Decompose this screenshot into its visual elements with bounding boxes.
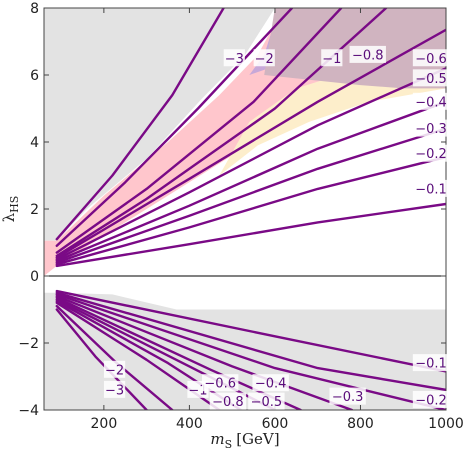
- negative-contour-label-9: −0.1: [415, 357, 447, 372]
- negative-contour-label-0: −3: [105, 383, 124, 398]
- positive-contour-label-bg-7: [412, 119, 450, 137]
- y-tick-label-1: −2: [18, 336, 39, 352]
- negative-contour-label-8: −0.2: [415, 393, 447, 408]
- positive-contour-label-1: −2: [255, 52, 274, 67]
- positive-contour-label-9: −0.1: [415, 182, 447, 197]
- region-excluded-lower: [44, 292, 446, 410]
- x-tick-label-2: 600: [262, 416, 289, 432]
- y-tick-label-0: −4: [18, 403, 39, 419]
- x-tick-label-4: 1000: [428, 416, 463, 432]
- positive-contour-line-5: [55, 67, 446, 261]
- positive-contour-label-bg-0: [223, 49, 245, 67]
- positive-contour-label-bg-8: [412, 144, 450, 162]
- y-tick-label-2: 0: [30, 269, 39, 285]
- x-axis-label-unit: [GeV]: [236, 430, 279, 448]
- negative-contour-label-bg-3: [209, 392, 247, 410]
- negative-contour-label-bg-6: [252, 374, 289, 392]
- positive-contour-line-2: [55, 8, 343, 254]
- y-axis-label: λHS: [0, 196, 21, 223]
- positive-contour-label-bg-6: [412, 92, 450, 110]
- plot-area: [44, 8, 446, 410]
- negative-contour-line-6: [55, 294, 354, 410]
- x-tick-label-0: 200: [91, 416, 118, 432]
- positive-contour-line-6: [55, 100, 446, 263]
- ticks-layer: 200 400 600 800 1000 −4 −2 0 2 4 6 8: [18, 1, 463, 432]
- positive-contour-line-0: [55, 8, 225, 241]
- positive-contour-label-bg-1: [253, 49, 275, 67]
- y-tick-label-4: 4: [30, 135, 39, 151]
- x-tick-label-1: 400: [176, 416, 203, 432]
- positive-contour-line-7: [55, 127, 446, 264]
- region-excluded-upper-left: [44, 8, 275, 241]
- positive-contour-label-bg-4: [412, 49, 450, 67]
- contour-labels-layer: −3 −2 −1 −0.8 −0.6−0.5−0.4−0.3−0.2−0.1−3−2−1…: [103, 45, 450, 410]
- negative-contour-label-bg-4: [201, 374, 239, 392]
- positive-contour-line-8: [55, 155, 446, 266]
- y-tick-label-5: 6: [30, 68, 39, 84]
- positive-contour-label-6: −0.4: [415, 95, 447, 110]
- y-axis-label-subscript: HS: [8, 196, 21, 213]
- positive-contour-label-0: −3: [225, 52, 244, 67]
- negative-contour-line-8: [55, 291, 446, 392]
- negative-contour-label-5: −0.5: [251, 395, 283, 410]
- positive-contour-label-3: −0.8: [352, 48, 384, 63]
- negative-contour-label-bg-0: [103, 380, 126, 398]
- negative-contour-line-9: [55, 289, 446, 373]
- y-axis-label-symbol: λ: [0, 212, 18, 222]
- negative-contour-line-0: [55, 308, 148, 410]
- negative-contour-label-4: −0.6: [204, 377, 236, 392]
- x-axis-label-subscript: S: [225, 438, 233, 451]
- y-tick-label-3: 2: [30, 202, 39, 218]
- negative-contour-label-bg-1: [103, 360, 126, 378]
- negative-contour-label-bg-9: [412, 354, 450, 372]
- negative-contour-label-7: −0.3: [332, 390, 364, 405]
- positive-contour-label-bg-2: [321, 49, 343, 67]
- positive-contour-label-bg-3: [349, 45, 386, 63]
- region-yellow-region: [219, 58, 446, 176]
- positive-contour-line-4: [55, 28, 446, 259]
- positive-contour-label-8: −0.2: [415, 147, 447, 162]
- positive-contour-label-bg-9: [412, 179, 450, 197]
- positive-contour-line-9: [55, 202, 446, 268]
- x-axis-label-symbol: m: [210, 430, 224, 448]
- negative-contour-label-bg-5: [248, 392, 285, 410]
- negative-contour-label-6: −0.4: [255, 377, 287, 392]
- positive-contour-label-4: −0.6: [415, 52, 447, 67]
- positive-contour-label-bg-5: [412, 69, 450, 87]
- negative-contour-line-4: [55, 298, 277, 410]
- negative-contour-label-1: −2: [105, 363, 124, 378]
- positive-contour-label-2: −1: [322, 52, 341, 67]
- positive-contour-label-5: −0.5: [415, 72, 447, 87]
- x-tick-label-3: 800: [347, 416, 374, 432]
- positive-contour-line-1: [55, 8, 294, 247]
- negative-contour-label-bg-8: [412, 390, 450, 408]
- negative-contour-line-7: [55, 293, 446, 410]
- x-axis-label: mS [GeV]: [210, 430, 279, 451]
- negative-contour-label-bg-7: [329, 387, 366, 405]
- positive-contour-label-7: −0.3: [415, 122, 447, 137]
- y-tick-label-6: 8: [30, 1, 39, 17]
- negative-contour-label-3: −0.8: [212, 395, 244, 410]
